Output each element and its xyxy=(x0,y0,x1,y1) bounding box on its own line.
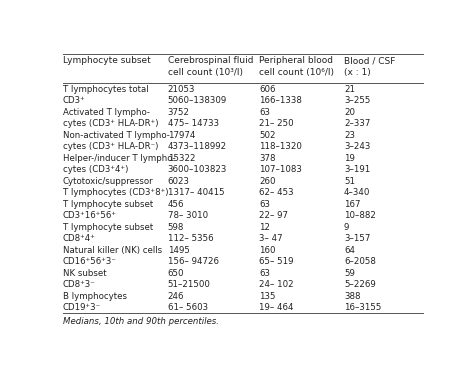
Text: 19
3–191: 19 3–191 xyxy=(344,153,370,174)
Text: 9
3–157: 9 3–157 xyxy=(344,223,370,243)
Text: 64
6–2058: 64 6–2058 xyxy=(344,246,376,266)
Text: 1495
156– 94726: 1495 156– 94726 xyxy=(168,246,219,266)
Text: 51
4–340: 51 4–340 xyxy=(344,177,370,197)
Text: 6023
1317– 40415: 6023 1317– 40415 xyxy=(168,177,224,197)
Text: Lymphocyte subset: Lymphocyte subset xyxy=(63,56,151,65)
Text: Medians, 10th and 90th percentiles.: Medians, 10th and 90th percentiles. xyxy=(63,317,219,325)
Text: 12
3– 47: 12 3– 47 xyxy=(259,223,283,243)
Text: 167
10–882: 167 10–882 xyxy=(344,200,376,220)
Text: 135
19– 464: 135 19– 464 xyxy=(259,291,294,312)
Text: T lymphocyte subset
CD3⁺16⁺56⁺: T lymphocyte subset CD3⁺16⁺56⁺ xyxy=(63,200,153,220)
Text: Cytotoxic/suppressor
T lymphocytes (CD3⁺8⁺): Cytotoxic/suppressor T lymphocytes (CD3⁺… xyxy=(63,177,168,197)
Text: 378
107–1083: 378 107–1083 xyxy=(259,153,302,174)
Text: Peripheral blood
cell count (10⁶/l): Peripheral blood cell count (10⁶/l) xyxy=(259,56,335,77)
Text: 63
22– 97: 63 22– 97 xyxy=(259,200,289,220)
Text: 502
118–1320: 502 118–1320 xyxy=(259,131,302,151)
Text: B lymphocytes
CD19⁺3⁻: B lymphocytes CD19⁺3⁻ xyxy=(63,291,127,312)
Text: 63
24– 102: 63 24– 102 xyxy=(259,269,294,289)
Text: 3752
475– 14733: 3752 475– 14733 xyxy=(168,108,219,128)
Text: 21
3–255: 21 3–255 xyxy=(344,85,370,105)
Text: Cerebrospinal fluid
cell count (10³/l): Cerebrospinal fluid cell count (10³/l) xyxy=(168,56,253,77)
Text: 598
112– 5356: 598 112– 5356 xyxy=(168,223,213,243)
Text: 17974
4373–118992: 17974 4373–118992 xyxy=(168,131,227,151)
Text: 388
16–3155: 388 16–3155 xyxy=(344,291,381,312)
Text: 650
51–21500: 650 51–21500 xyxy=(168,269,210,289)
Text: Natural killer (NK) cells
CD16⁺56⁺3⁻: Natural killer (NK) cells CD16⁺56⁺3⁻ xyxy=(63,246,162,266)
Text: Non-activated T lympho-
cytes (CD3⁺ HLA-DR⁻): Non-activated T lympho- cytes (CD3⁺ HLA-… xyxy=(63,131,170,151)
Text: 63
21– 250: 63 21– 250 xyxy=(259,108,294,128)
Text: 59
5–2269: 59 5–2269 xyxy=(344,269,376,289)
Text: 21053
5060–138309: 21053 5060–138309 xyxy=(168,85,227,105)
Text: 606
166–1338: 606 166–1338 xyxy=(259,85,302,105)
Text: 160
65– 519: 160 65– 519 xyxy=(259,246,294,266)
Text: 246
61– 5603: 246 61– 5603 xyxy=(168,291,208,312)
Text: NK subset
CD8⁺3⁻: NK subset CD8⁺3⁻ xyxy=(63,269,107,289)
Text: Blood / CSF
(x : 1): Blood / CSF (x : 1) xyxy=(344,56,395,77)
Text: T lymphocytes total
CD3⁺: T lymphocytes total CD3⁺ xyxy=(63,85,148,105)
Text: 260
62– 453: 260 62– 453 xyxy=(259,177,294,197)
Text: 23
3–243: 23 3–243 xyxy=(344,131,370,151)
Text: Activated T lympho-
cytes (CD3⁺ HLA-DR⁺): Activated T lympho- cytes (CD3⁺ HLA-DR⁺) xyxy=(63,108,158,128)
Text: 456
78– 3010: 456 78– 3010 xyxy=(168,200,208,220)
Text: 20
2–337: 20 2–337 xyxy=(344,108,370,128)
Text: T lymphocyte subset
CD8⁺4⁺: T lymphocyte subset CD8⁺4⁺ xyxy=(63,223,153,243)
Text: Helper-/inducer T lympho-
cytes (CD3⁺4⁺): Helper-/inducer T lympho- cytes (CD3⁺4⁺) xyxy=(63,153,176,174)
Text: 15322
3600–103823: 15322 3600–103823 xyxy=(168,153,227,174)
